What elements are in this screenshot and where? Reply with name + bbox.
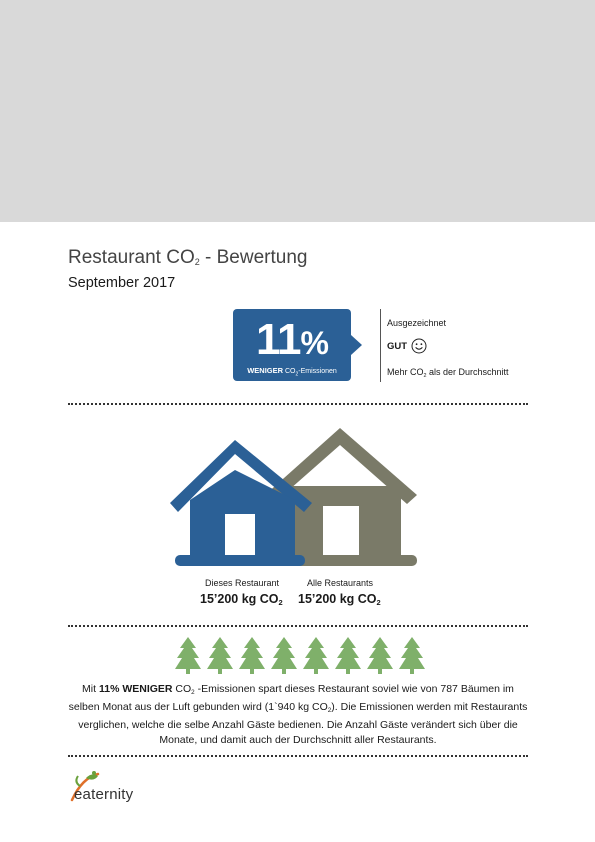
this-restaurant-label: Dieses Restaurant	[205, 578, 280, 588]
reduction-percentage: 11%	[256, 315, 329, 364]
tree-icon	[399, 637, 425, 674]
this-restaurant-value: 15’200 kg CO2	[200, 592, 283, 607]
eaternity-logo-icon	[70, 771, 100, 802]
tree-icon	[175, 637, 201, 674]
header-band	[0, 0, 595, 222]
trees-row	[175, 637, 425, 674]
description-text: Mit 11% WENIGER CO2 -Emissionen spart di…	[68, 683, 528, 746]
divider-dotted	[68, 403, 528, 405]
house-this-restaurant-icon	[170, 440, 312, 566]
smiley-icon	[411, 338, 427, 354]
reduction-badge: 11% WENIGER CO2-Emissionen	[233, 309, 362, 381]
divider-dotted	[68, 625, 528, 627]
brand-name: eaternity	[74, 786, 134, 803]
tree-icon	[335, 637, 361, 674]
tree-icon	[207, 637, 233, 674]
tree-icon	[367, 637, 393, 674]
divider-dotted	[68, 755, 528, 757]
report-period: September 2017	[68, 275, 176, 291]
all-restaurants-label: Alle Restaurants	[307, 578, 374, 588]
tree-icon	[271, 637, 297, 674]
rating-comparison: Mehr CO2 als der Durchschnitt	[387, 367, 509, 379]
rating-scale-label: Ausgezeichnet	[387, 318, 447, 328]
all-restaurants-value: 15’200 kg CO2	[298, 592, 381, 607]
rating-value: GUT	[387, 341, 408, 352]
page-title: Restaurant CO2 - Bewertung	[68, 247, 308, 268]
tree-icon	[303, 637, 329, 674]
rating-divider	[380, 309, 381, 382]
houses-illustration	[170, 428, 417, 566]
tree-icon	[239, 637, 265, 674]
reduction-caption: WENIGER CO2-Emissionen	[247, 366, 337, 378]
